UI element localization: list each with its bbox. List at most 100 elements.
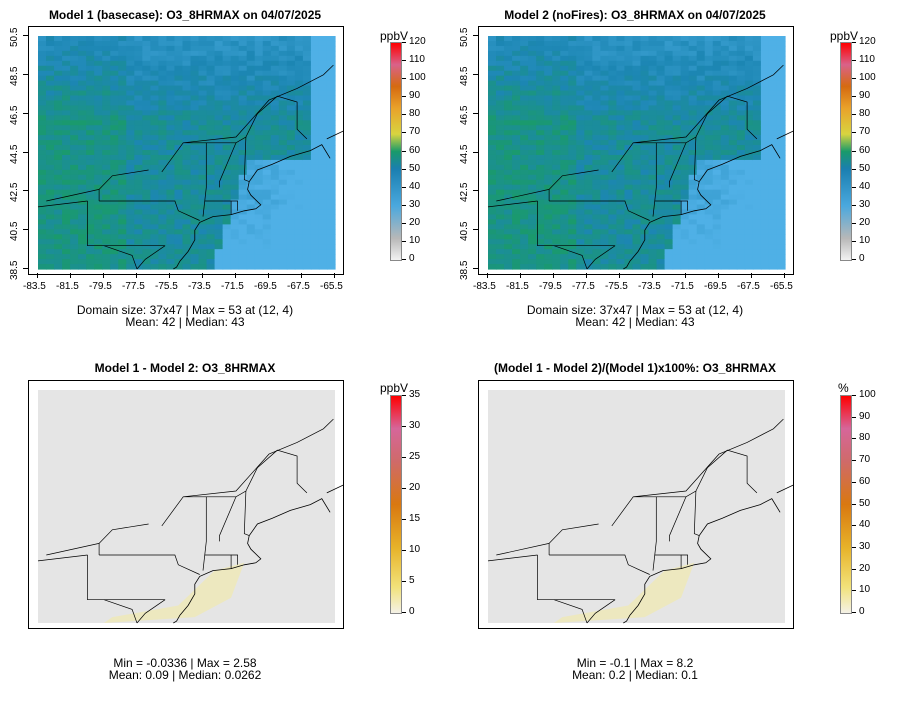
field-cell [776, 219, 786, 225]
field-cell [728, 100, 738, 107]
field-cell [520, 110, 529, 116]
field-cell [126, 219, 135, 225]
field-cell [206, 174, 216, 181]
field-cell [552, 249, 561, 255]
field-cell [568, 75, 577, 82]
field-cell [528, 60, 537, 67]
field-cell [576, 140, 585, 146]
field-cell [278, 254, 288, 260]
field-cell [496, 80, 505, 87]
field-cell [86, 244, 95, 250]
field-cell [198, 100, 208, 107]
field-cell [206, 75, 216, 82]
field-cell [576, 150, 585, 156]
field-cell [688, 249, 698, 255]
field-cell [286, 80, 296, 87]
field-cell [222, 90, 232, 97]
field-cell [744, 239, 754, 245]
colorbar-tick-mark [852, 78, 856, 80]
field-cell [616, 224, 626, 230]
field-cell [102, 254, 111, 260]
field-cell [270, 179, 280, 186]
field-cell [182, 50, 192, 57]
field-cell [512, 65, 521, 72]
field-cell [608, 189, 618, 196]
colorbar-tick-label: 80 [859, 108, 871, 120]
field-cell [744, 259, 754, 265]
field-cell [632, 199, 642, 206]
field-cell [70, 120, 79, 126]
field-cell [102, 229, 111, 235]
field-cell [166, 224, 176, 230]
field-cell [286, 219, 296, 225]
field-cell [270, 184, 280, 191]
field-cell [584, 174, 593, 181]
field-cell [54, 219, 63, 225]
field-cell [174, 150, 184, 156]
field-cell [190, 189, 200, 196]
field-cell [752, 100, 762, 107]
field-cell [54, 105, 63, 111]
field-cell [134, 199, 143, 206]
field-cell [584, 194, 593, 201]
y-tick-mark [23, 35, 28, 36]
field-cell [728, 90, 738, 97]
field-cell [752, 219, 762, 225]
field-cell [62, 224, 71, 230]
field-cell [664, 169, 674, 176]
field-cell [198, 75, 208, 82]
field-cell [528, 264, 537, 270]
field-cell [110, 229, 119, 235]
field-cell [94, 219, 103, 225]
field-cell [318, 36, 328, 42]
field-cell [656, 204, 666, 211]
field-cell [680, 60, 690, 67]
field-cell [720, 199, 730, 206]
field-cell [278, 85, 288, 92]
field-cell [576, 219, 585, 225]
field-cell [230, 244, 240, 250]
field-cell [528, 159, 537, 166]
field-cell [712, 264, 722, 270]
field-cell [544, 85, 553, 92]
field-cell [230, 150, 240, 156]
field-cell [118, 174, 127, 181]
field-cell [608, 234, 618, 240]
field-cell [712, 224, 722, 230]
field-cell [544, 60, 553, 67]
field-cell [760, 130, 770, 136]
field-cell [222, 174, 232, 181]
field-cell [736, 214, 746, 221]
field-cell [720, 36, 730, 42]
field-cell [632, 209, 642, 216]
field-cell [46, 209, 55, 216]
field-cell [536, 174, 545, 181]
field-cell [174, 90, 184, 97]
field-cell [624, 95, 634, 102]
field-cell [552, 40, 561, 47]
field-cell [278, 50, 288, 57]
field-cell [190, 55, 200, 62]
field-cell [166, 259, 176, 265]
field-cell [230, 125, 240, 131]
field-cell [238, 224, 248, 230]
field-cell [222, 189, 232, 196]
field-cell [760, 55, 770, 62]
field-cell [640, 70, 650, 77]
field-cell [776, 40, 786, 47]
field-cell [270, 204, 280, 211]
x-tick-label: -73.5 [638, 281, 661, 292]
field-cell [126, 110, 135, 116]
field-cell [528, 174, 537, 181]
field-cell [318, 110, 328, 116]
field-cell [38, 140, 47, 146]
field-cell [672, 184, 682, 191]
state-boundary [202, 142, 207, 217]
field-cell [262, 194, 272, 201]
field-cell [680, 229, 690, 235]
field-cell [230, 249, 240, 255]
colorbar-tick-mark [852, 259, 856, 260]
field-cell [592, 70, 601, 77]
field-cell [326, 90, 336, 97]
field-cell [760, 154, 770, 161]
